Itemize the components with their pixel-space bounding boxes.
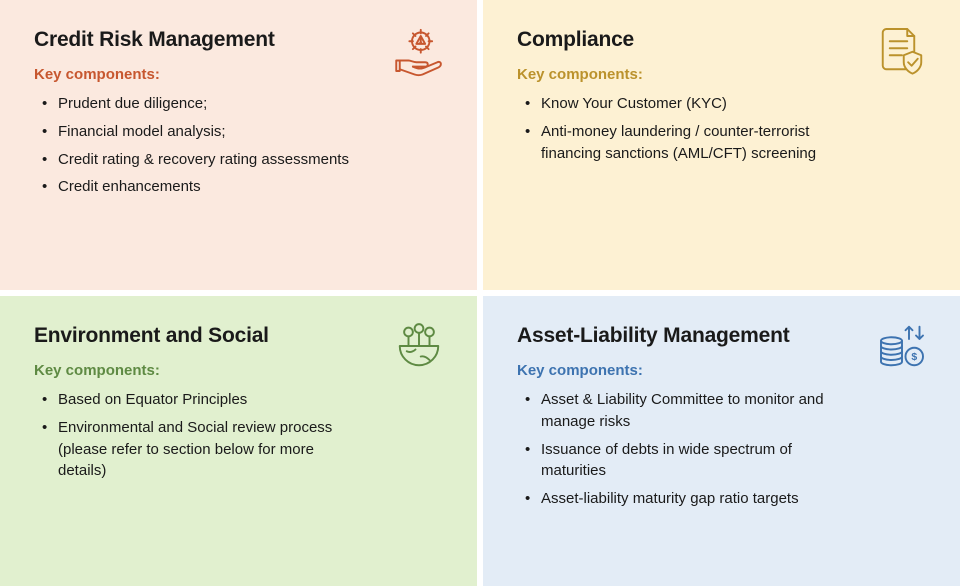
panel-environment-social: Environment and Social Key components: B… xyxy=(0,296,477,586)
key-components-label: Key components: xyxy=(34,66,443,83)
list-item: Asset & Liability Committee to monitor a… xyxy=(523,389,843,433)
panel-compliance: Compliance Key components: Know Your Cus… xyxy=(483,0,960,290)
list-item: Credit enhancements xyxy=(40,176,360,198)
panel-title: Asset-Liability Management xyxy=(517,324,926,348)
coins-arrows-icon: $ xyxy=(874,318,930,374)
list-item: Know Your Customer (KYC) xyxy=(523,93,843,115)
list-item: Environmental and Social review process … xyxy=(40,417,360,482)
panel-title: Compliance xyxy=(517,28,926,52)
list-item: Based on Equator Principles xyxy=(40,389,360,411)
svg-text:$: $ xyxy=(911,351,917,363)
panel-title: Environment and Social xyxy=(34,324,443,348)
panel-asset-liability: Asset-Liability Management Key component… xyxy=(483,296,960,586)
component-list: Know Your Customer (KYC) Anti-money laun… xyxy=(517,93,926,164)
globe-trees-icon xyxy=(391,318,447,374)
list-item: Anti-money laundering / counter-terroris… xyxy=(523,121,843,165)
list-item: Issuance of debts in wide spectrum of ma… xyxy=(523,439,843,483)
key-components-label: Key components: xyxy=(34,362,443,379)
panel-title: Credit Risk Management xyxy=(34,28,443,52)
list-item: Financial model analysis; xyxy=(40,121,360,143)
risk-gear-icon xyxy=(391,22,447,78)
key-components-label: Key components: xyxy=(517,362,926,379)
component-list: Asset & Liability Committee to monitor a… xyxy=(517,389,926,510)
component-list: Prudent due diligence; Financial model a… xyxy=(34,93,443,198)
panel-credit-risk: Credit Risk Management Key components: P… xyxy=(0,0,477,290)
document-shield-icon xyxy=(874,22,930,78)
key-components-label: Key components: xyxy=(517,66,926,83)
list-item: Credit rating & recovery rating assessme… xyxy=(40,149,360,171)
list-item: Asset-liability maturity gap ratio targe… xyxy=(523,488,843,510)
component-list: Based on Equator Principles Environmenta… xyxy=(34,389,443,482)
list-item: Prudent due diligence; xyxy=(40,93,360,115)
